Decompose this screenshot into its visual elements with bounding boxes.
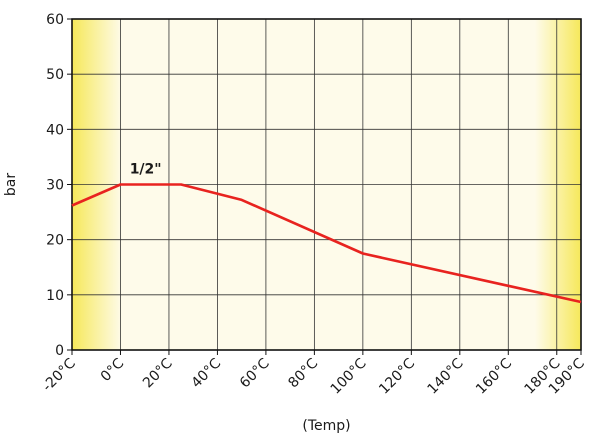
y-tick-label: 40 xyxy=(46,122,64,138)
series-line xyxy=(71,183,582,304)
series-label: 1/2" xyxy=(130,162,162,178)
x-tick-label: 0°C xyxy=(98,355,128,385)
x-tick-label: 160°C xyxy=(473,355,515,397)
x-tick-label: -20°C xyxy=(39,355,79,395)
x-tick-label: 60°C xyxy=(237,355,273,391)
x-tick-label: 40°C xyxy=(188,355,224,391)
y-tick-label: 20 xyxy=(46,233,64,249)
y-tick-label: 50 xyxy=(46,67,64,83)
x-tick-label: 20°C xyxy=(140,355,176,391)
x-tick-label: 120°C xyxy=(376,355,418,397)
series-lines xyxy=(71,183,582,304)
x-tick-label: 140°C xyxy=(425,355,467,397)
x-axis-title: (Temp) xyxy=(302,418,350,434)
y-tick-label: 30 xyxy=(46,178,64,194)
y-tick-label: 0 xyxy=(55,343,64,359)
y-tick-label: 10 xyxy=(46,288,64,304)
grid-lines xyxy=(71,18,582,351)
x-tick-label: 80°C xyxy=(285,355,321,391)
x-tick-label: 100°C xyxy=(328,355,370,397)
axis-ticks xyxy=(67,18,582,355)
y-tick-label: 60 xyxy=(46,12,64,28)
y-axis-title: bar xyxy=(3,173,19,196)
